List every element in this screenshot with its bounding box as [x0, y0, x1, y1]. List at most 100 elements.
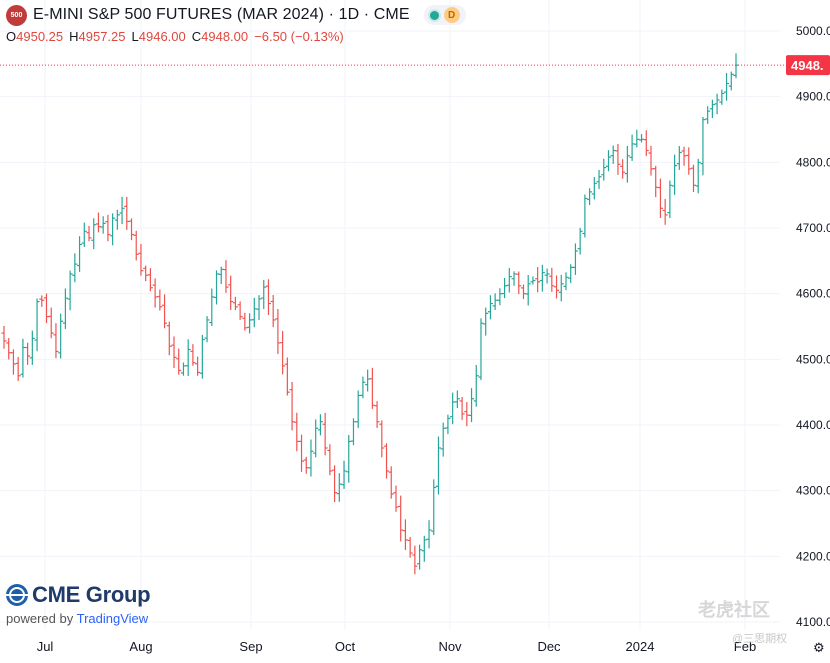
ohlc-bar	[58, 313, 64, 359]
ohlc-bar	[398, 495, 404, 542]
ohlc-bar	[199, 334, 205, 379]
ohlc-bar	[657, 178, 663, 218]
ohlc-bar	[77, 236, 83, 272]
delayed-badge: D	[443, 7, 460, 23]
ohlc-bar	[587, 188, 593, 205]
ohlc-bar	[360, 376, 366, 399]
ohlc-bar	[469, 388, 475, 423]
low-label: L	[131, 29, 139, 44]
cme-globe-icon	[6, 584, 28, 606]
ohlc-bar	[284, 357, 290, 396]
ohlc-bar	[402, 519, 408, 550]
cme-logo-text: CME Group	[32, 582, 151, 607]
x-tick-label: Dec	[537, 639, 561, 654]
ohlc-bar	[639, 134, 645, 143]
grid-layer	[0, 0, 780, 630]
ohlc-bar	[483, 307, 489, 336]
ohlc-bar	[384, 443, 390, 479]
ohlc-bar	[53, 323, 59, 359]
watermark: 老虎社区	[698, 600, 770, 620]
ohlc-bar	[232, 296, 238, 311]
ohlc-bar	[695, 158, 701, 194]
ohlc-bar	[6, 338, 12, 360]
ohlc-bar	[275, 309, 281, 354]
ohlc-bar	[497, 288, 503, 306]
ohlc-bar	[572, 243, 578, 275]
ohlc-bar	[686, 147, 692, 175]
ohlc-bar	[247, 313, 253, 334]
ohlc-bar	[506, 267, 512, 293]
low-value: 4946.00	[138, 29, 186, 44]
ohlc-bar	[195, 356, 201, 376]
market-open-icon	[429, 10, 439, 20]
ohlc-bar	[166, 321, 172, 356]
ohlc-bar	[218, 266, 224, 284]
ohlc-bar	[473, 364, 479, 407]
ohlc-bar	[81, 222, 87, 247]
symbol-badge[interactable]: 500	[6, 4, 27, 26]
ohlc-bar	[662, 198, 668, 225]
ohlc-bar	[95, 212, 101, 233]
ohlc-bar	[369, 367, 375, 409]
axis-layer: 5000.00 4900.00 4800.00 4700.00 4600.00 4500.…	[37, 24, 830, 654]
ohlc-bar	[464, 402, 470, 427]
ohlc-bar	[25, 342, 31, 365]
ohlc-bar	[341, 460, 347, 489]
ohlc-bar	[143, 265, 149, 282]
ohlc-bar	[332, 465, 338, 503]
cme-logo[interactable]: CME Group powered by TradingView	[6, 582, 151, 626]
x-tick-label: Aug	[129, 639, 152, 654]
x-tick-label: Sep	[239, 639, 262, 654]
y-tick-label: 4200.00	[796, 549, 830, 563]
status-pill[interactable]: D	[423, 5, 466, 25]
ohlc-bar	[653, 165, 659, 198]
y-tick-label: 5000.00	[796, 24, 830, 38]
ohlc-bar	[270, 295, 276, 328]
ohlc-readout: O 4950.25 H 4957.25 L 4946.00 C 4948.00 …	[6, 29, 350, 44]
ohlc-bar	[407, 536, 413, 558]
ohlc-bar	[709, 99, 715, 119]
ohlc-bar	[280, 330, 286, 375]
x-tick-label: Nov	[438, 639, 462, 654]
ohlc-bar	[615, 144, 621, 175]
open-label: O	[6, 29, 17, 44]
ohlc-bar	[1, 325, 7, 349]
ohlc-bar	[724, 72, 730, 101]
settings-icon[interactable]: ⚙	[813, 640, 825, 655]
ohlc-bar	[530, 276, 536, 285]
x-tick-label: Feb	[734, 639, 756, 654]
ohlc-bar	[544, 268, 550, 284]
ohlc-bar	[511, 271, 517, 286]
ohlc-bar	[596, 169, 602, 190]
ohlc-bar	[119, 196, 125, 225]
ohlc-bar	[454, 390, 460, 409]
ohlc-bar	[256, 295, 262, 321]
ohlc-bar	[237, 301, 243, 320]
ohlc-bar	[157, 289, 163, 311]
ohlc-bar	[20, 338, 26, 378]
tradingview-link[interactable]: TradingView	[76, 611, 149, 626]
ohlc-bar	[100, 216, 106, 234]
ohlc-bar	[44, 293, 50, 324]
ohlc-bar	[129, 218, 135, 241]
ohlc-bar	[138, 243, 144, 276]
ohlc-bar	[152, 278, 158, 308]
open-value: 4950.25	[16, 29, 64, 44]
ohlc-bar	[39, 295, 45, 307]
ohlc-bar	[643, 130, 649, 157]
y-tick-label: 4400.00	[796, 418, 830, 432]
ohlc-bar	[350, 418, 356, 446]
y-tick-label: 4100.00	[796, 615, 830, 629]
ohlc-bar	[676, 146, 682, 170]
y-tick-label: 4900.00	[796, 90, 830, 104]
ohlc-bar	[185, 339, 191, 377]
ohlc-bar	[520, 284, 526, 300]
y-tick-label: 4600.00	[796, 287, 830, 301]
ohlc-bar	[327, 444, 333, 476]
symbol-title[interactable]: E-MINI S&P 500 FUTURES (MAR 2024) · 1D ·…	[33, 6, 410, 23]
ohlc-bar	[34, 298, 40, 352]
ohlc-bar	[417, 544, 423, 570]
ohlc-bar	[431, 479, 437, 536]
